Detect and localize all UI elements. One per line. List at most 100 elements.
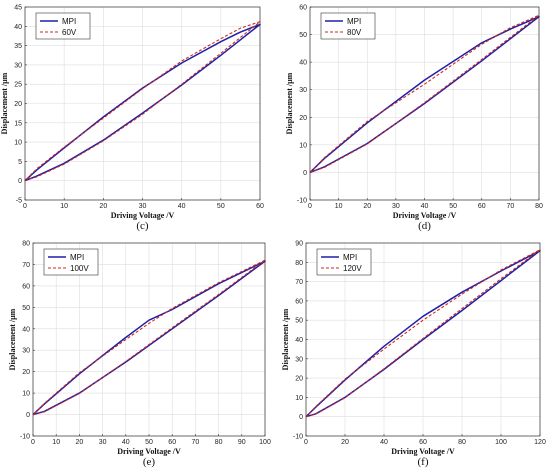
chart-panel-c: 0 10 20 30 40 50 60 -5 0 5 10 15 20 25 30 35 40 45 MPI 60V D…	[0, 0, 275, 235]
y-tick-label: 0	[18, 178, 22, 185]
legend-label-mpi: MPI	[347, 17, 361, 26]
y-tick-label: 0	[303, 170, 307, 177]
y-tick-label: 35	[14, 43, 22, 50]
series-line-60v	[24, 21, 261, 182]
chart-svg: 0 10 20 30 40 50 60-5051015202530354045MPI60VD…	[0, 5, 264, 233]
y-axis-label: Displacement /μm	[281, 308, 290, 370]
legend: MPI 100V	[43, 248, 99, 276]
chart-svg: 0 20 40 60 80 100 120-100102030405060708090MPI…	[281, 241, 546, 469]
x-tick-label: 20	[76, 439, 84, 446]
legend-label-mpi: MPI	[343, 253, 357, 262]
x-axis-label: Driving Voltage /V	[391, 447, 455, 456]
plot-frame	[309, 6, 540, 201]
legend-box	[316, 248, 372, 276]
x-tick-label: 50	[449, 203, 457, 210]
y-tick-label: -10	[20, 434, 30, 441]
legend-box	[320, 12, 376, 40]
x-tick-label: 20	[99, 203, 107, 210]
legend-box	[43, 248, 99, 276]
legend-label-60v: 60V	[62, 28, 77, 37]
y-tick-label: 60	[295, 298, 303, 305]
legend: MPI 60V	[35, 12, 91, 40]
y-tick-label: 10	[22, 391, 30, 398]
plot-frame	[24, 6, 261, 201]
y-tick-label: 30	[14, 62, 22, 69]
legend-label-120v: 120V	[343, 264, 362, 273]
chart-svg: 0 10 20 30 40 50 60 70 80 90 100-10010203040506070…	[8, 241, 271, 469]
series-line-mpi	[24, 23, 261, 182]
chart-panel-f: 0 20 40 60 80 100 120 -10 0 10 20 30 40 50 60 70 80 90 MPI…	[275, 236, 550, 471]
x-tick-label: 60	[256, 203, 264, 210]
y-axis-label: Displacement /μm	[285, 72, 294, 134]
x-tick-label: 0	[308, 203, 312, 210]
y-tick-label: 15	[14, 120, 22, 127]
y-tick-label: 30	[299, 87, 307, 94]
legend-label-80v: 80V	[347, 28, 362, 37]
x-axis-label: Driving Voltage /V	[393, 211, 457, 220]
x-tick-label: 60	[478, 203, 486, 210]
y-tick-label: 30	[295, 356, 303, 363]
x-tick-label: 30	[99, 439, 107, 446]
y-axis-label: Displacement /μm	[8, 308, 17, 370]
x-tick-label: 0	[31, 439, 35, 446]
x-tick-label: 70	[506, 203, 514, 210]
x-tick-label: 0	[304, 439, 308, 446]
y-tick-label: 70	[22, 262, 30, 269]
y-tick-label: 25	[14, 82, 22, 89]
x-tick-label: 0	[23, 203, 27, 210]
x-tick-label: 90	[238, 439, 246, 446]
legend-label-mpi: MPI	[62, 17, 76, 26]
y-tick-label: 20	[22, 369, 30, 376]
y-tick-label: -5	[16, 198, 22, 205]
panel-caption: (d)	[418, 220, 431, 232]
panel-caption: (f)	[418, 456, 429, 468]
y-tick-label: 60	[299, 5, 307, 12]
y-tick-label: 10	[14, 140, 22, 147]
x-tick-label: 80	[215, 439, 223, 446]
x-tick-label: 50	[145, 439, 153, 446]
y-tick-label: 45	[14, 5, 22, 12]
x-tick-label: 60	[168, 439, 176, 446]
x-tick-label: 40	[380, 439, 388, 446]
y-tick-label: 50	[22, 305, 30, 312]
panel-caption: (c)	[136, 220, 149, 232]
series-line-100v	[32, 259, 266, 416]
y-tick-label: 80	[295, 260, 303, 267]
x-tick-label: 120	[534, 439, 546, 446]
chart-panel-e: 0 10 20 30 40 50 60 70 80 90 100 -10 0 10 20 30 40 50 60 70…	[0, 236, 275, 471]
x-tick-label: 70	[192, 439, 200, 446]
x-tick-label: 20	[341, 439, 349, 446]
y-tick-label: 80	[22, 241, 30, 248]
y-tick-label: 30	[22, 348, 30, 355]
legend-label-mpi: MPI	[70, 253, 84, 262]
y-tick-label: 40	[14, 24, 22, 31]
y-tick-label: 40	[299, 60, 307, 67]
series-line-80v	[309, 14, 540, 173]
y-tick-label: 10	[299, 142, 307, 149]
y-tick-label: 40	[22, 326, 30, 333]
y-tick-label: 60	[22, 283, 30, 290]
y-tick-label: 0	[299, 414, 303, 421]
y-tick-label: 20	[295, 376, 303, 383]
chart-svg: 0 10 20 30 40 50 60 70 80-100102030405060MPI80VD…	[285, 5, 543, 233]
x-tick-label: 100	[259, 439, 271, 446]
legend-box	[35, 12, 91, 40]
x-tick-label: 10	[52, 439, 60, 446]
x-axis-label: Driving Voltage /V	[117, 447, 181, 456]
plot-frame	[32, 242, 266, 437]
y-tick-label: 0	[26, 412, 30, 419]
y-tick-label: 50	[299, 32, 307, 39]
y-tick-label: 10	[295, 395, 303, 402]
y-tick-label: 50	[295, 318, 303, 325]
y-tick-label: 20	[14, 101, 22, 108]
x-tick-label: 30	[139, 203, 147, 210]
x-tick-label: 30	[392, 203, 400, 210]
x-axis-label: Driving Voltage /V	[111, 211, 175, 220]
y-tick-label: -10	[297, 198, 307, 205]
y-tick-label: 5	[18, 159, 22, 166]
x-tick-label: 50	[217, 203, 225, 210]
panel-caption: (e)	[143, 456, 156, 468]
y-tick-label: 90	[295, 241, 303, 248]
y-tick-label: 70	[295, 279, 303, 286]
x-tick-label: 100	[495, 439, 507, 446]
